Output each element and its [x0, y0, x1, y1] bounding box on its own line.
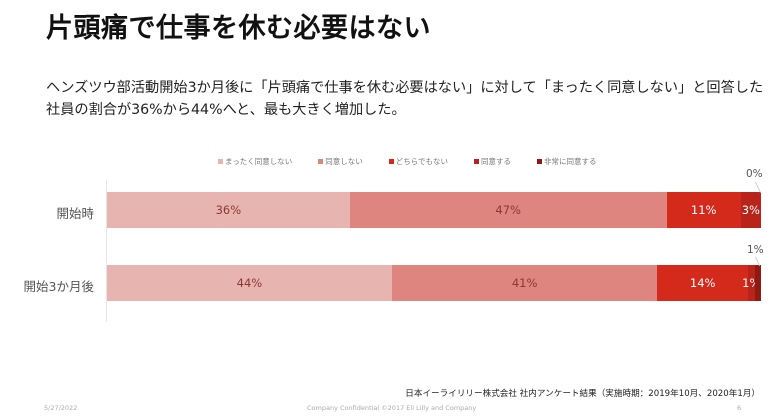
data-label: 11% — [690, 203, 717, 217]
slide-title: 片頭痛で仕事を休む必要はない — [46, 13, 431, 44]
legend-item-strongly-disagree: まったく同意しない — [218, 156, 292, 167]
chart-legend: まったく同意しない 同意しない どちらでもない 同意する 非常に同意する — [218, 156, 596, 167]
bar-segment-neutral: 14% — [657, 265, 749, 301]
legend-label: どちらでもない — [395, 157, 448, 166]
legend-swatch — [536, 159, 542, 164]
stacked-bar-start: 36% 47% 11% 3% — [107, 192, 761, 228]
source-note: 日本イーライリリー株式会社 社内アンケート結果（実施時期：2019年10月、20… — [405, 389, 760, 399]
data-label: 47% — [495, 203, 521, 217]
legend-swatch — [473, 159, 479, 164]
bar-segment-neutral: 11% — [666, 192, 741, 228]
footer-date: 5/27/2022 — [44, 404, 78, 412]
legend-item-agree: 同意する — [473, 156, 511, 167]
legend-label: まったく同意しない — [225, 157, 293, 166]
data-label: 14% — [689, 276, 716, 290]
footer-confidential: Company Confidential ©2017 Eli Lilly and… — [307, 404, 477, 412]
bar-segment-strongly-disagree: 44% — [107, 265, 392, 301]
legend-item-strongly-agree: 非常に同意する — [536, 156, 597, 167]
legend-swatch — [318, 159, 324, 164]
data-label: 36% — [215, 203, 242, 217]
outside-data-label: 1% — [747, 244, 764, 256]
row-label-after-3-months: 開始3か月後 — [23, 279, 94, 294]
legend-swatch — [218, 159, 223, 164]
bar-segment-disagree: 47% — [349, 192, 667, 228]
bar-segment-strongly-agree — [754, 265, 761, 301]
legend-label: 同意しない — [325, 157, 363, 166]
outside-data-label: 0% — [746, 168, 763, 180]
row-label-start: 開始時 — [56, 206, 94, 221]
bar-segment-disagree: 41% — [391, 265, 658, 301]
data-label: 41% — [511, 276, 538, 290]
legend-swatch — [388, 159, 394, 164]
legend-item-neutral: どちらでもない — [388, 156, 448, 167]
legend-item-disagree: 同意しない — [318, 156, 363, 167]
stacked-bar-after-3-months: 44% 41% 14% 1% — [107, 265, 761, 301]
bar-segment-strongly-disagree: 36% — [107, 192, 350, 228]
category-axis — [106, 180, 107, 322]
legend-label: 同意する — [480, 157, 511, 166]
data-label: 3% — [741, 203, 760, 217]
data-label: 44% — [236, 276, 263, 290]
legend-label: 非常に同意する — [543, 157, 597, 166]
summary-text: ヘンズツウ部活動開始3か月後に「片頭痛で仕事を休む必要はない」に対して「まったく… — [46, 80, 764, 118]
bar-segment-agree: 3% — [740, 192, 761, 228]
page-number: 6 — [737, 404, 742, 412]
